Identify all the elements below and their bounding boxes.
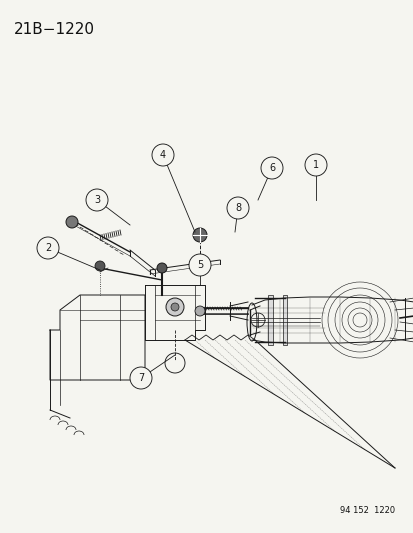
Text: 1: 1 (312, 160, 318, 170)
Circle shape (192, 228, 206, 242)
Circle shape (226, 197, 248, 219)
Circle shape (152, 144, 173, 166)
Text: 7: 7 (138, 373, 144, 383)
Text: 94 152  1220: 94 152 1220 (339, 506, 394, 515)
Text: 6: 6 (268, 163, 274, 173)
Circle shape (195, 306, 204, 316)
Text: 3: 3 (94, 195, 100, 205)
Circle shape (304, 154, 326, 176)
Circle shape (260, 157, 282, 179)
FancyBboxPatch shape (267, 295, 272, 345)
FancyBboxPatch shape (282, 295, 286, 345)
Circle shape (86, 189, 108, 211)
Text: 8: 8 (234, 203, 240, 213)
Circle shape (66, 216, 78, 228)
Text: 4: 4 (159, 150, 166, 160)
Circle shape (189, 254, 211, 276)
Circle shape (171, 303, 178, 311)
Circle shape (157, 263, 166, 273)
Circle shape (130, 367, 152, 389)
Circle shape (37, 237, 59, 259)
Text: 5: 5 (197, 260, 203, 270)
Text: 2: 2 (45, 243, 51, 253)
Text: 21B−1220: 21B−1220 (14, 22, 95, 37)
Circle shape (95, 261, 105, 271)
Circle shape (166, 298, 183, 316)
